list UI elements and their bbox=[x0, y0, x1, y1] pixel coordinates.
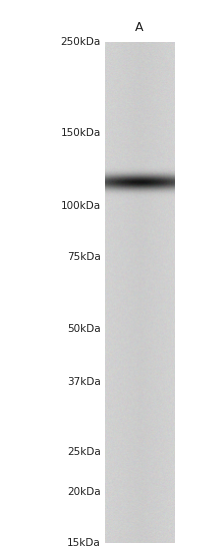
Text: 75kDa: 75kDa bbox=[67, 251, 101, 262]
Text: 15kDa: 15kDa bbox=[67, 538, 101, 548]
Text: 50kDa: 50kDa bbox=[67, 324, 101, 334]
Text: 20kDa: 20kDa bbox=[67, 487, 101, 497]
Text: A: A bbox=[135, 21, 144, 34]
Text: 25kDa: 25kDa bbox=[67, 447, 101, 458]
Text: 150kDa: 150kDa bbox=[61, 128, 101, 138]
Text: 250kDa: 250kDa bbox=[61, 38, 101, 48]
Text: 37kDa: 37kDa bbox=[67, 377, 101, 388]
Text: 100kDa: 100kDa bbox=[61, 200, 101, 211]
